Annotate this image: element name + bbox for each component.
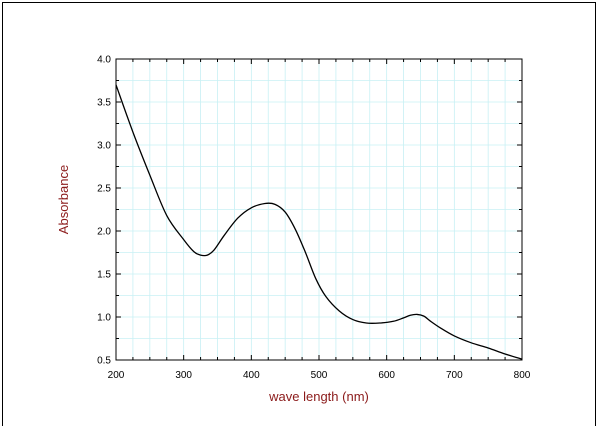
y-tick-label: 3.5 — [97, 98, 111, 109]
y-axis-title: Absorbance — [56, 165, 71, 234]
axis-ticks — [115, 58, 523, 361]
x-tick-label: 200 — [108, 370, 125, 381]
x-tick-label: 400 — [243, 370, 260, 381]
y-tick-label: 4.0 — [97, 55, 111, 66]
y-tick-label: 1.0 — [97, 313, 111, 324]
y-tick-label: 2.0 — [97, 227, 111, 238]
y-tick-label: 0.5 — [97, 356, 111, 367]
x-tick-label: 300 — [175, 370, 192, 381]
absorbance-line — [115, 84, 523, 360]
y-tick-label: 2.5 — [97, 184, 111, 195]
x-axis-title: wave length (nm) — [268, 389, 369, 404]
x-tick-label: 600 — [378, 370, 395, 381]
x-tick-label: 500 — [311, 370, 328, 381]
series-group — [115, 84, 523, 360]
x-tick-label: 800 — [514, 370, 531, 381]
y-tick-label: 3.0 — [97, 141, 111, 152]
x-tick-label: 700 — [446, 370, 463, 381]
y-tick-label: 1.5 — [97, 270, 111, 281]
tick-labels: 200 300 400 500 600 700 800 0.5 1.0 1.5 2.0 2.5 3.0 3… — [97, 55, 531, 382]
grid — [116, 59, 522, 360]
